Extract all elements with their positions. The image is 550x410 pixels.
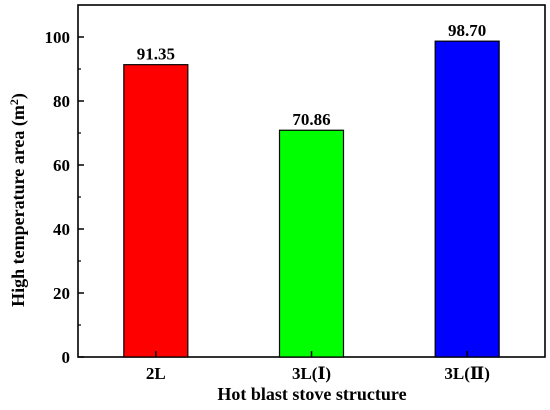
bar-value-label: 98.70 bbox=[448, 21, 486, 40]
y-tick-label: 20 bbox=[53, 284, 70, 303]
y-tick-label: 100 bbox=[45, 28, 71, 47]
bar-value-label: 91.35 bbox=[137, 45, 175, 64]
y-tick-label: 60 bbox=[53, 156, 70, 175]
y-axis-title-superscript: 2 bbox=[7, 99, 21, 105]
y-tick-label: 80 bbox=[53, 92, 70, 111]
y-axis-title-end: ) bbox=[8, 93, 29, 99]
bar-value-label: 70.86 bbox=[292, 110, 330, 129]
y-axis-title-main: High temperature area (m bbox=[8, 105, 29, 307]
x-tick-label: 2L bbox=[146, 364, 166, 383]
bar-1 bbox=[278, 129, 345, 358]
y-tick-label: 0 bbox=[62, 348, 71, 367]
bar-2 bbox=[434, 40, 500, 358]
x-axis-title: Hot blast stove structure bbox=[217, 384, 406, 404]
x-tick-label: 3L(Ⅰ) bbox=[292, 364, 331, 383]
y-axis-title: High temperature area (m2) bbox=[7, 93, 29, 307]
x-tick-label: 3L(Ⅱ) bbox=[444, 364, 490, 383]
bar-0 bbox=[123, 64, 189, 358]
y-tick-label: 40 bbox=[53, 220, 70, 239]
